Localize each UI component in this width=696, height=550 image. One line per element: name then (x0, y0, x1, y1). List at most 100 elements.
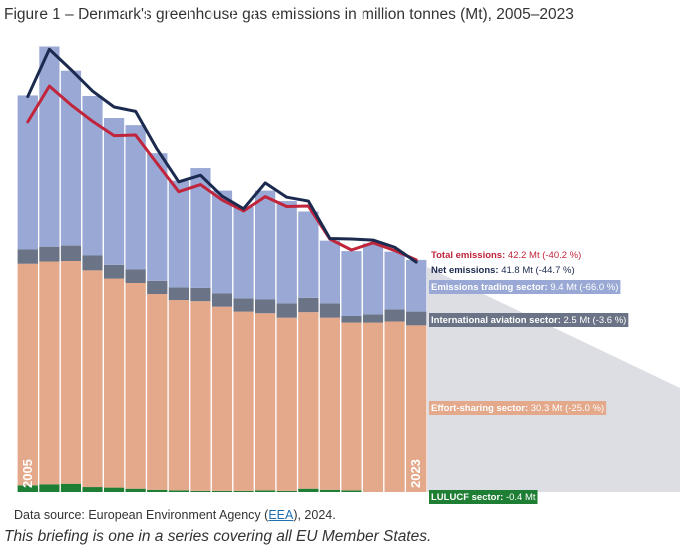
bars-layer (17, 10, 427, 492)
bar-emissions-trading-2011 (147, 153, 168, 281)
bar-lulucf-2016 (254, 490, 276, 492)
bar-effort-sharing-2015 (233, 311, 254, 491)
bar-effort-sharing-2023 (406, 325, 427, 492)
bar-effort-sharing-2017 (276, 317, 297, 491)
source-prefix: Data source: European Environment Agency… (14, 508, 269, 522)
bar-emissions-trading-2009 (103, 118, 125, 265)
annotation-emissions-trading-text: Emissions trading sector: 9.4 Mt (-66.0 … (431, 282, 618, 293)
bar-lulucf-2010 (125, 488, 146, 492)
bar-international-aviation-2008 (82, 255, 103, 271)
annotation-effort-sharing: Effort-sharing sector: 30.3 Mt (-25.0 %) (429, 401, 607, 415)
annotation-effort-sharing-box (429, 401, 607, 415)
bar-lulucf-2006 (39, 484, 60, 492)
bar-effort-sharing-2011 (147, 294, 168, 490)
lines-layer (26, 47, 418, 264)
bar-effort-sharing-2007 (60, 261, 82, 484)
bar-international-aviation-2019 (319, 303, 341, 318)
year-label-first: 2005 (20, 459, 35, 488)
net-emissions-line (26, 47, 418, 264)
bar-international-aviation-2013 (190, 287, 211, 302)
annotation-net-emissions: Net emissions: 41.8 Mt (-44.7 %) (431, 265, 575, 276)
bar-international-aviation-2015 (233, 298, 254, 312)
annotation-lulucf-text: LULUCF sector: -0.4 Mt (431, 492, 536, 503)
bar-emissions-trading-2022 (384, 251, 405, 310)
bar-international-aviation-2011 (147, 280, 168, 294)
bar-lulucf-2019 (319, 489, 341, 492)
bar-international-aviation-2022 (384, 309, 405, 322)
annotation-international-aviation-box (429, 313, 629, 327)
bar-international-aviation-2006 (39, 246, 60, 262)
annotation-emissions-trading: Emissions trading sector: 9.4 Mt (-66.0 … (429, 280, 621, 294)
bar-lulucf-2020 (341, 490, 362, 492)
bar-emissions-trading-2020 (341, 251, 362, 316)
data-source: Data source: European Environment Agency… (14, 508, 336, 522)
annotation-lulucf: LULUCF sector: -0.4 Mt (429, 490, 538, 504)
bar-emissions-trading-2016 (254, 190, 276, 300)
source-suffix: ), 2024. (293, 508, 336, 522)
bar-emissions-trading-2008 (82, 96, 103, 256)
annotation-international-aviation: International aviation sector: 2.5 Mt (-… (429, 313, 629, 327)
bar-emissions-trading-2007 (60, 70, 82, 246)
total-emissions-line (26, 84, 418, 262)
bar-lulucf-2009 (103, 487, 125, 492)
bar-international-aviation-2021 (362, 314, 384, 323)
annotation-lulucf-box (429, 490, 538, 504)
bar-lulucf-2013 (190, 490, 211, 492)
bar-emissions-trading-2012 (168, 180, 190, 288)
bar-emissions-trading-2019 (319, 240, 341, 304)
bar-effort-sharing-2005 (17, 263, 38, 486)
sector-callout-area (427, 267, 680, 492)
bar-effort-sharing-2010 (125, 283, 146, 489)
bar-emissions-trading-2014 (211, 190, 233, 294)
year-labels-layer: 2005 2023 (20, 459, 423, 488)
bar-lulucf-2018 (298, 488, 319, 492)
bar-effort-sharing-2006 (39, 261, 60, 485)
bar-international-aviation-2017 (276, 303, 297, 318)
bar-effort-sharing-2022 (384, 321, 405, 492)
bar-international-aviation-2009 (103, 264, 125, 279)
bar-emissions-trading-2018 (298, 211, 319, 298)
bar-effort-sharing-2013 (190, 301, 211, 491)
bar-international-aviation-2018 (298, 297, 319, 313)
bar-effort-sharing-2008 (82, 270, 103, 488)
bar-emissions-trading-2010 (125, 125, 146, 270)
annotation-international-aviation-text: International aviation sector: 2.5 Mt (-… (431, 315, 626, 326)
bar-effort-sharing-2021 (362, 322, 384, 492)
bar-effort-sharing-2019 (319, 317, 341, 490)
bar-emissions-trading-2015 (233, 206, 254, 299)
bar-effort-sharing-2009 (103, 278, 125, 488)
bar-international-aviation-2007 (60, 245, 82, 261)
bar-emissions-trading-2023 (406, 259, 427, 312)
bar-emissions-trading-2017 (276, 201, 297, 304)
eea-link[interactable]: EEA (268, 508, 294, 522)
bar-lulucf-2007 (60, 483, 82, 492)
annotation-emissions-trading-box (429, 280, 621, 294)
briefing-note: This briefing is one in a series coverin… (4, 528, 432, 545)
bar-effort-sharing-2018 (298, 312, 319, 489)
bar-international-aviation-2016 (254, 299, 276, 314)
bar-effort-sharing-2012 (168, 300, 190, 491)
bar-effort-sharing-2014 (211, 306, 233, 491)
annotation-total-emissions: Total emissions: 42.2 Mt (-40.2 %) (431, 250, 581, 261)
bar-effort-sharing-2020 (341, 322, 362, 491)
bar-emissions-trading-2013 (190, 168, 211, 288)
bar-lulucf-2012 (168, 490, 190, 492)
bar-lulucf-2008 (82, 487, 103, 492)
bar-lulucf-2014 (211, 490, 233, 492)
bar-emissions-trading-2006 (39, 46, 60, 247)
bar-international-aviation-2012 (168, 287, 190, 301)
bar-international-aviation-2023 (406, 311, 427, 326)
bar-lulucf-2005 (17, 485, 38, 492)
bar-lulucf-2017 (276, 490, 297, 492)
bar-international-aviation-2014 (211, 293, 233, 307)
annotations-layer: Total emissions: 42.2 Mt (-40.2 %) Net em… (429, 250, 629, 504)
year-label-last: 2023 (408, 459, 423, 488)
bar-international-aviation-2005 (17, 249, 38, 264)
bar-international-aviation-2010 (125, 269, 146, 283)
bar-emissions-trading-2005 (17, 95, 38, 250)
bar-lulucf-2011 (147, 489, 168, 492)
bar-lulucf-2015 (233, 490, 254, 492)
stacked-emissions-chart: 2005 2023 Total emissions: 42.2 Mt (-40.2… (17, 10, 680, 504)
annotation-effort-sharing-text: Effort-sharing sector: 30.3 Mt (-25.0 %) (431, 403, 604, 414)
bar-international-aviation-2020 (341, 316, 362, 323)
